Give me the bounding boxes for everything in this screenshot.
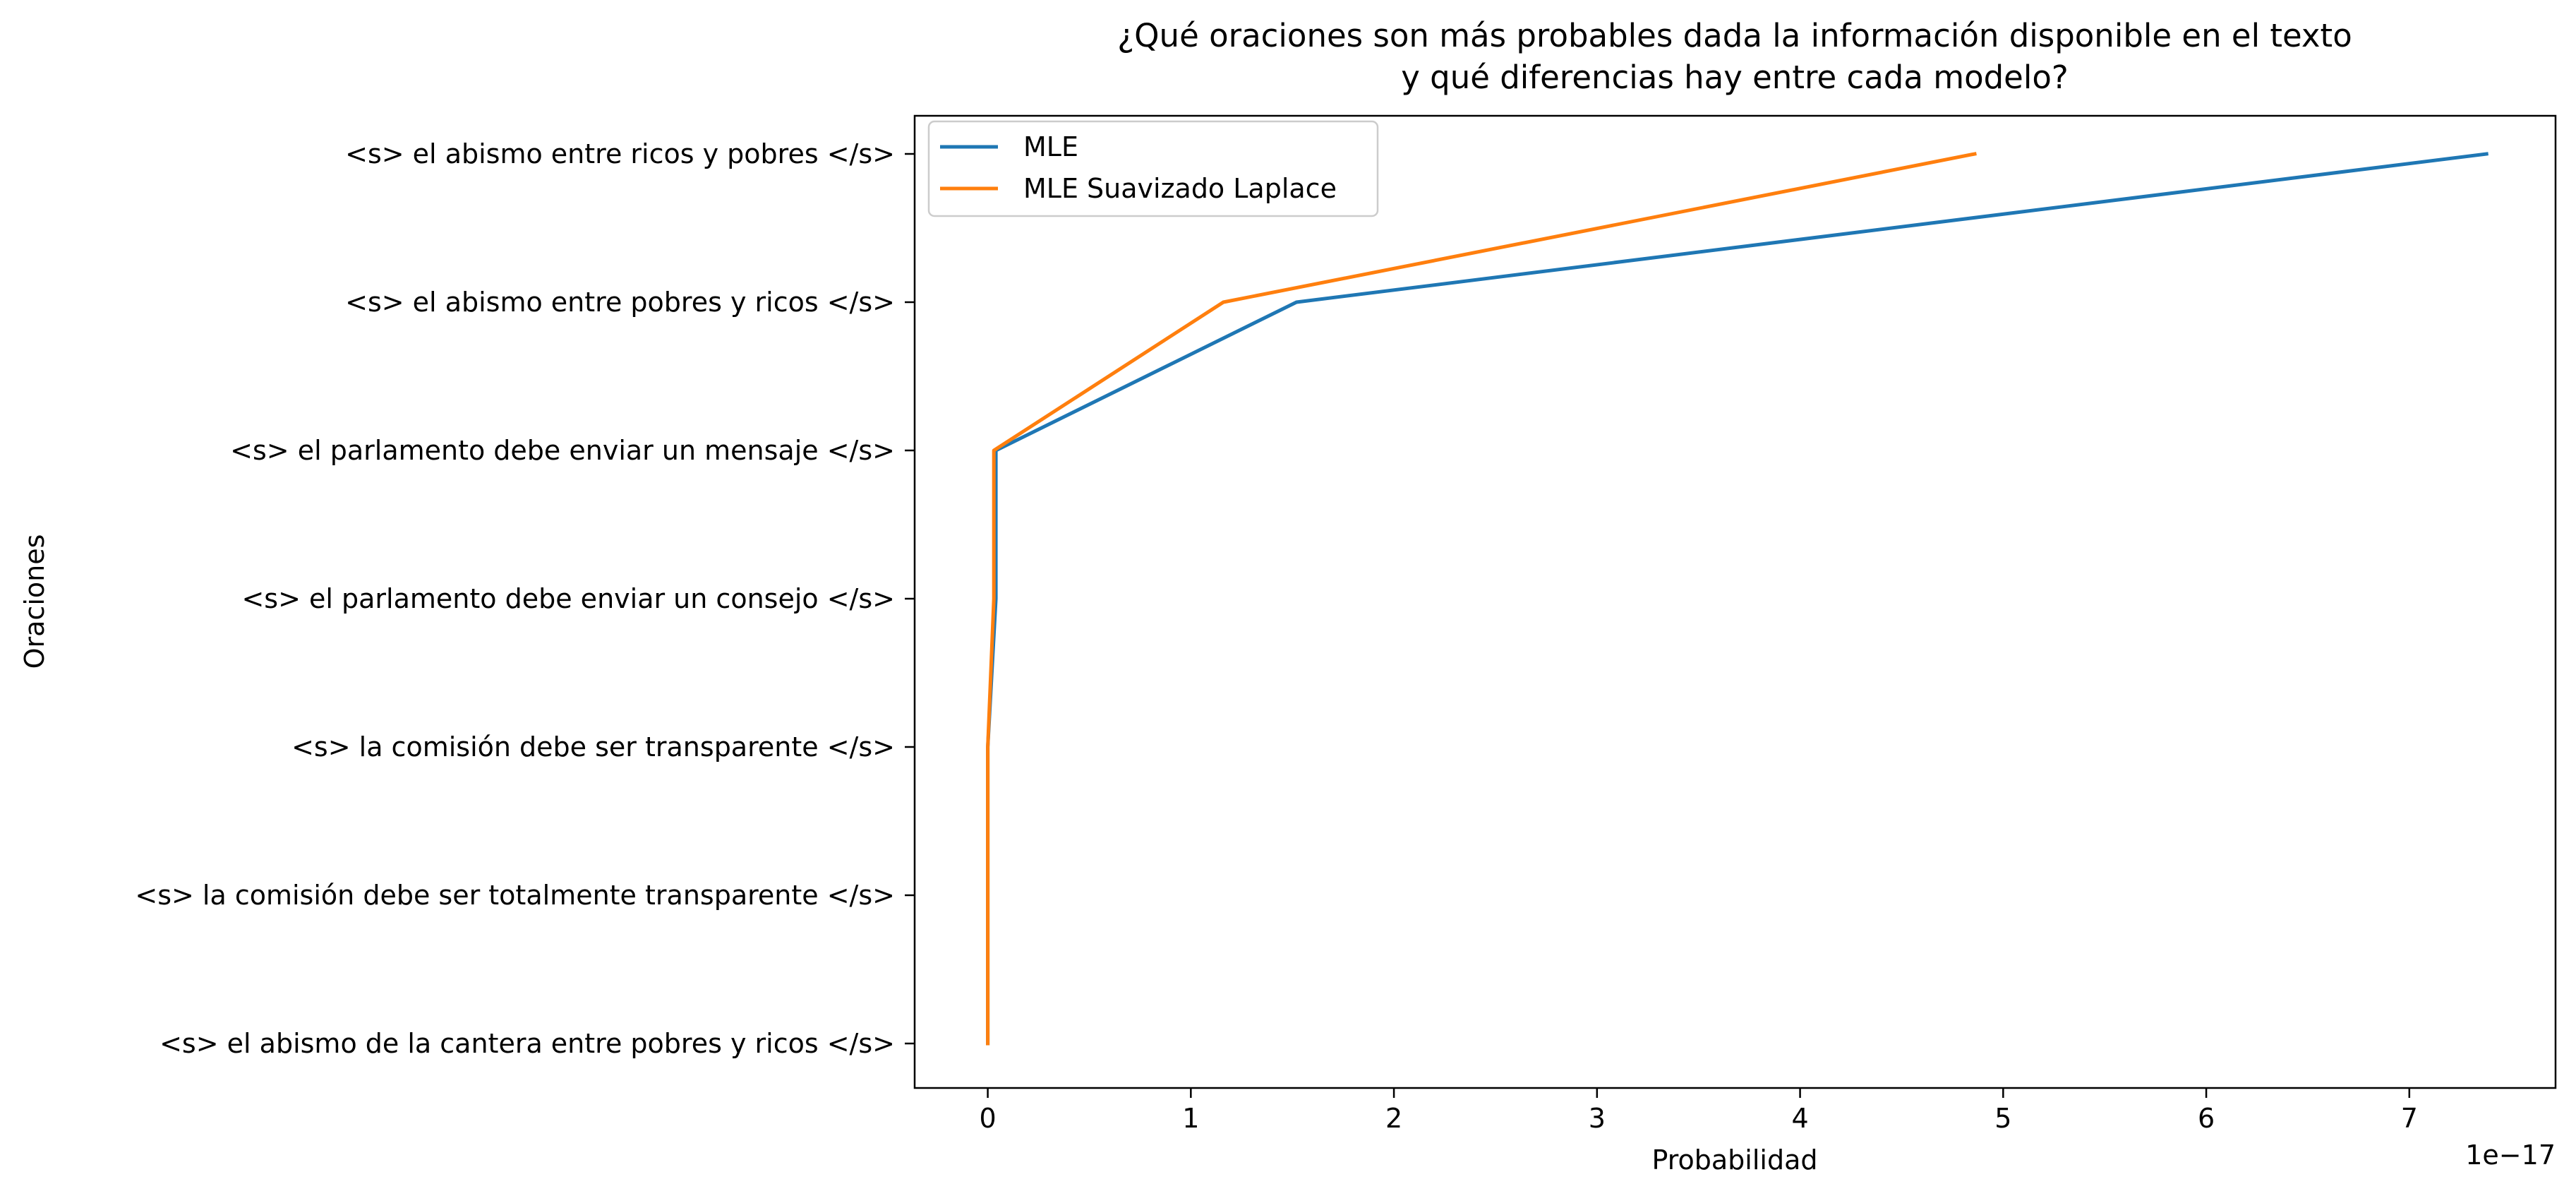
series-line-1 <box>986 152 1977 1046</box>
x-axis-ticks: 0 1 2 3 4 5 6 7 <box>979 1088 2418 1134</box>
x-tick-label: 6 <box>2198 1103 2215 1134</box>
plot-frame <box>913 114 2557 1089</box>
legend-box <box>927 120 1379 217</box>
y-tick-label: <s> el abismo entre ricos y pobres </s> <box>345 138 895 169</box>
x-axis-offset-text: 1e−17 <box>2465 1140 2556 1171</box>
x-axis-label: Probabilidad <box>1651 1144 1817 1176</box>
y-tick-label: <s> el parlamento debe enviar un consejo… <box>241 583 895 614</box>
x-tick-label: 4 <box>1791 1103 1808 1134</box>
chart-title-line: y qué diferencias hay entre cada modelo? <box>1401 59 2069 96</box>
y-tick-label: <s> el abismo de la cantera entre pobres… <box>160 1028 895 1059</box>
y-tick-label: <s> la comisión debe ser totalmente tran… <box>135 880 895 911</box>
series-lines <box>986 152 2488 1046</box>
chart-title: ¿Qué oraciones son más probables dada la… <box>1117 17 2352 96</box>
chart-title-line: ¿Qué oraciones son más probables dada la… <box>1117 17 2352 54</box>
y-tick-label: <s> la comisión debe ser transparente </… <box>291 731 895 763</box>
x-tick-label: 0 <box>979 1103 996 1134</box>
x-axis-label-text: Probabilidad <box>1651 1144 1817 1176</box>
legend-label: MLE <box>1023 131 1078 162</box>
y-tick-label: <s> el abismo entre pobres y ricos </s> <box>345 287 895 318</box>
x-tick-label: 5 <box>1994 1103 2011 1134</box>
legend: MLE MLE Suavizado Laplace <box>927 120 1379 217</box>
x-tick-label: 2 <box>1385 1103 1402 1134</box>
y-axis-ticks: <s> el abismo entre ricos y pobres </s> <… <box>135 138 915 1059</box>
x-tick-label: 7 <box>2401 1103 2418 1134</box>
legend-label: MLE Suavizado Laplace <box>1023 173 1337 204</box>
y-axis-label: Oraciones <box>19 534 50 669</box>
x-tick-label: 1 <box>1182 1103 1199 1134</box>
x-tick-label: 3 <box>1589 1103 1606 1134</box>
y-tick-label: <s> el parlamento debe enviar un mensaje… <box>230 435 895 466</box>
y-axis-label-text: Oraciones <box>19 534 50 669</box>
